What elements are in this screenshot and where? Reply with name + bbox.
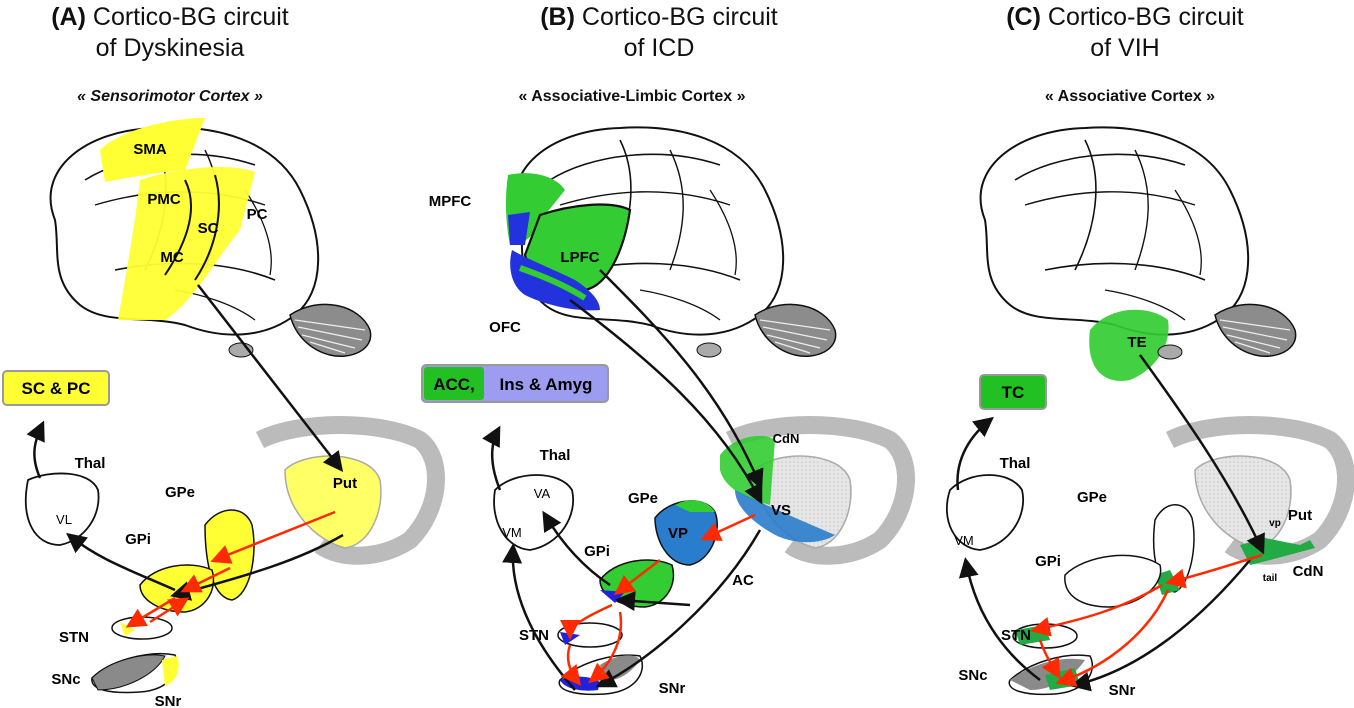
panel-b-ac-label: AC [732,572,754,589]
panel-c-cortex-caption: « Associative Cortex » [1044,88,1216,105]
panel-c-cdn-label: CdN [1293,563,1324,580]
panel-b-title-line2: of ICD [623,34,695,62]
panel-a: SMA PMC SC PC MC SC & PC Put Thal VL GPe… [2,118,445,708]
panel-a-letter: (A) [51,3,86,31]
panel-a-sma-label: SMA [133,141,167,158]
panel-a-pc-label: PC [247,206,268,223]
panel-a-snr-label: SNr [155,693,182,708]
panel-c-put-prefix: vp [1269,518,1281,529]
panel-a-sensorimotor-region [118,166,255,320]
panel-a-gpe-label: GPe [165,484,195,501]
panel-b-vp-label: VP [668,525,688,542]
panel-b-stn-label: STN [519,627,549,644]
panel-a-pmc-label: PMC [147,191,181,208]
panel-c: TE TC vp Put tail CdN Thal VM GPe GPi ST… [945,126,1354,699]
panel-c-te-region [1089,309,1169,381]
panel-a-output-box [2,370,110,406]
panel-a-put-label: Put [333,475,357,492]
panel-a-snc-label: SNc [51,671,80,688]
panel-c-brain [979,126,1250,336]
panel-c-put-label: Put [1288,507,1312,524]
panel-b-letter: (B) [540,3,575,31]
panel-a-sc-label: SC [198,220,219,237]
panel-a-putamen [284,455,382,549]
panel-b-cortex-caption: « Associative-Limbic Cortex » [518,88,746,105]
panel-c-title-line1: Cortico-BG circuit [1047,3,1244,31]
panel-b: MPFC LPFC OFC ACC, Ins & Amyg CdN VS Tha… [421,126,915,697]
panel-a-title-line1: Cortico-BG circuit [92,3,289,31]
panel-c-te-label: TE [1127,334,1146,351]
panel-c-output-box-label: TC [1002,383,1025,402]
panel-c-thal-label: Thal [1000,455,1031,472]
panel-b-title: (B) Cortico-BG circuit of ICD [494,2,824,64]
panel-b-gpi-label: GPi [584,543,610,560]
panel-a-output-box-label: SC & PC [22,379,91,398]
panel-c-stn-label: STN [1001,627,1031,644]
panel-c-gpi-label: GPi [1035,553,1061,570]
panel-b-snr-label: SNr [659,680,686,697]
panel-a-thal-label: Thal [75,455,106,472]
panel-b-gpe-label: GPe [628,490,658,507]
panel-b-mpfc-label: MPFC [429,193,472,210]
panel-b-output-box-left: ACC, [433,375,475,394]
panel-c-title: (C) Cortico-BG circuit of VIH [960,2,1290,64]
panel-b-lpfc-label: LPFC [560,249,599,266]
panel-a-cortex-caption: « Sensorimotor Cortex » [77,88,263,105]
panel-c-gpe-label: GPe [1077,489,1107,506]
panel-c-output-box [979,374,1047,410]
panel-b-title-line1: Cortico-BG circuit [581,3,778,31]
panel-b-vs-label: VS [771,502,791,519]
panel-b-thal-label: Thal [540,447,571,464]
panel-c-letter: (C) [1006,3,1041,31]
panel-a-title-line2: of Dyskinesia [95,34,245,62]
panel-a-mc-label: MC [160,249,183,266]
panel-b-output-box-right: Ins & Amyg [500,375,593,394]
panel-a-title: (A) Cortico-BG circuit of Dyskinesia [5,2,335,64]
panel-a-gpi-label: GPi [125,531,151,548]
panel-c-title-line2: of VIH [1090,34,1160,62]
panel-a-sma-region [100,118,205,182]
panel-a-vl-label: VL [56,512,72,527]
panel-c-snc-label: SNc [958,667,987,684]
panel-c-vm-label: VM [954,533,974,548]
panel-b-cdn-label: CdN [773,431,800,446]
panel-b-ofc-label: OFC [489,319,521,336]
panel-c-cdn-prefix: tail [1263,573,1278,584]
panel-a-stn-label: STN [59,629,89,646]
panel-c-snr-label: SNr [1109,682,1136,699]
panel-b-va-label: VA [534,486,551,501]
panel-b-vm-label: VM [502,525,522,540]
panel-a-cerebellum [289,303,372,358]
